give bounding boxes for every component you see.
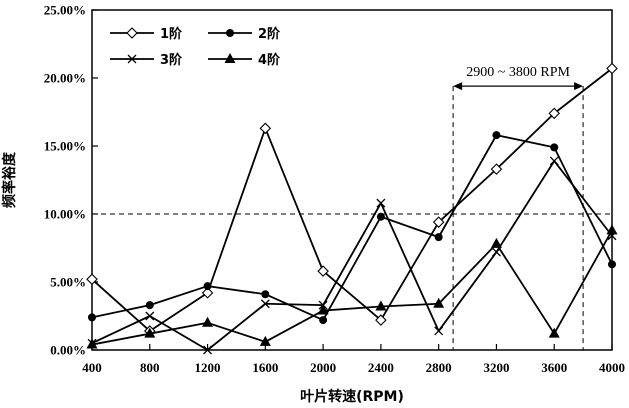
data-point <box>376 198 386 208</box>
legend-entry: 4阶 <box>208 52 281 68</box>
data-point <box>550 143 559 152</box>
data-point <box>144 327 156 338</box>
legend-marker-icon <box>126 27 138 39</box>
x-tick-label: 2800 <box>426 360 452 375</box>
data-point <box>432 216 445 228</box>
data-point <box>259 335 271 346</box>
data-point <box>260 299 270 309</box>
data-point <box>145 301 154 310</box>
series-1 <box>86 62 618 337</box>
data-point <box>434 326 444 336</box>
x-marker-stroke-b <box>203 345 213 355</box>
arrow-left-head-icon <box>453 82 463 91</box>
series-line <box>91 67 613 332</box>
data-point <box>201 287 214 299</box>
data-point <box>203 345 213 355</box>
data-point <box>259 122 272 135</box>
x-axis-ticks: 400 800 1200 1600 2000 2400 2800 3200 3600 4000 <box>82 344 625 375</box>
data-point <box>376 212 385 221</box>
annotation-label: 2900 ~ 3800 RPM <box>466 65 570 80</box>
data-point <box>203 282 212 291</box>
data-point <box>317 265 329 277</box>
x-marker-stroke-b <box>376 198 386 208</box>
data-point <box>261 290 270 299</box>
data-point <box>319 316 328 325</box>
x-tick-label: 3200 <box>483 360 509 375</box>
data-point <box>490 163 503 175</box>
x-tick-label: 3600 <box>541 360 567 375</box>
data-point <box>317 304 329 315</box>
data-point <box>375 314 387 326</box>
series-line <box>91 229 613 346</box>
data-point <box>86 338 98 349</box>
legend-entry: 1阶 <box>110 26 183 42</box>
x-axis-title: 叶片转速(RPM) <box>300 388 404 405</box>
plot-frame <box>91 9 613 351</box>
legend-label: 2阶 <box>258 26 281 42</box>
series-line <box>91 134 613 321</box>
data-point <box>490 237 502 248</box>
data-point <box>375 300 387 311</box>
series-3 <box>87 156 617 355</box>
legend-label: 1阶 <box>160 26 183 42</box>
data-point <box>145 311 155 321</box>
legend-entry: 2阶 <box>208 26 281 42</box>
legend-marker-icon <box>127 54 137 64</box>
legend-marker-icon <box>224 53 236 63</box>
data-point <box>86 273 98 286</box>
annotation-group: 2900 ~ 3800 RPM <box>452 65 584 350</box>
y-tick-label: 20.00% <box>44 71 86 86</box>
data-point <box>548 327 560 338</box>
x-tick-label: 400 <box>82 360 102 375</box>
data-point <box>606 62 618 75</box>
y-tick-label: 15.00% <box>44 139 86 154</box>
arrow-right-head-icon <box>574 82 584 91</box>
legend-label: 3阶 <box>160 52 183 68</box>
data-point <box>202 316 214 327</box>
x-tick-label: 1200 <box>195 360 221 375</box>
y-tick-label: 5.00% <box>50 275 86 290</box>
y-tick-label: 25.00% <box>44 3 86 18</box>
legend: 1阶 2阶 3阶 4阶 <box>110 26 281 68</box>
x-marker-stroke-b <box>549 156 559 166</box>
y-tick-label: 0.00% <box>50 343 86 358</box>
x-tick-label: 800 <box>140 360 160 375</box>
data-point <box>434 233 443 242</box>
x-tick-label: 2400 <box>368 360 394 375</box>
data-point <box>492 131 501 140</box>
legend-entry: 3阶 <box>110 52 183 68</box>
x-marker-stroke-b <box>260 299 270 309</box>
series-line <box>91 160 613 351</box>
x-tick-label: 1600 <box>252 360 278 375</box>
x-marker-stroke-b <box>434 326 444 336</box>
data-point <box>433 297 445 308</box>
x-tick-label: 4000 <box>599 360 625 375</box>
y-tick-label: 10.00% <box>44 207 86 222</box>
series-group <box>86 62 618 355</box>
x-tick-label: 2000 <box>310 360 336 375</box>
x-marker-stroke-b <box>145 311 155 321</box>
series-2 <box>88 131 616 325</box>
y-axis-ticks: 0.00% 5.00% 10.00% 15.00% 20.00% 25.00% <box>44 3 98 358</box>
y-axis-title: 频率裕度 <box>1 151 18 208</box>
x-marker-stroke-b <box>127 54 137 64</box>
data-point <box>608 260 616 269</box>
data-point <box>549 156 559 166</box>
data-point <box>88 313 96 322</box>
series-4 <box>86 224 618 349</box>
legend-marker-icon <box>226 29 234 37</box>
legend-label: 4阶 <box>258 52 281 68</box>
data-point <box>548 107 561 120</box>
data-point <box>606 224 618 235</box>
